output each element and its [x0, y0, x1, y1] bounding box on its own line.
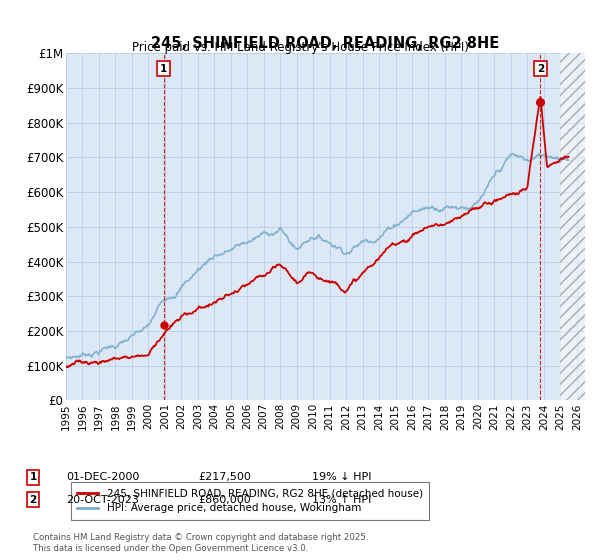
Text: 20-OCT-2023: 20-OCT-2023	[66, 494, 139, 505]
Text: 01-DEC-2000: 01-DEC-2000	[66, 472, 139, 482]
Legend: 245, SHINFIELD ROAD, READING, RG2 8HE (detached house), HPI: Average price, deta: 245, SHINFIELD ROAD, READING, RG2 8HE (d…	[71, 482, 429, 520]
Text: Contains HM Land Registry data © Crown copyright and database right 2025.
This d: Contains HM Land Registry data © Crown c…	[33, 533, 368, 553]
Text: 1: 1	[29, 472, 37, 482]
Text: 2: 2	[29, 494, 37, 505]
Title: 245, SHINFIELD ROAD, READING, RG2 8HE: 245, SHINFIELD ROAD, READING, RG2 8HE	[151, 36, 500, 50]
Text: £860,000: £860,000	[198, 494, 251, 505]
Text: £217,500: £217,500	[198, 472, 251, 482]
Bar	[560, 53, 585, 400]
Text: 13% ↑ HPI: 13% ↑ HPI	[312, 494, 371, 505]
Text: 1: 1	[160, 64, 167, 74]
Text: 2: 2	[537, 64, 544, 74]
Text: 19% ↓ HPI: 19% ↓ HPI	[312, 472, 371, 482]
Text: Price paid vs. HM Land Registry's House Price Index (HPI): Price paid vs. HM Land Registry's House …	[131, 41, 469, 54]
